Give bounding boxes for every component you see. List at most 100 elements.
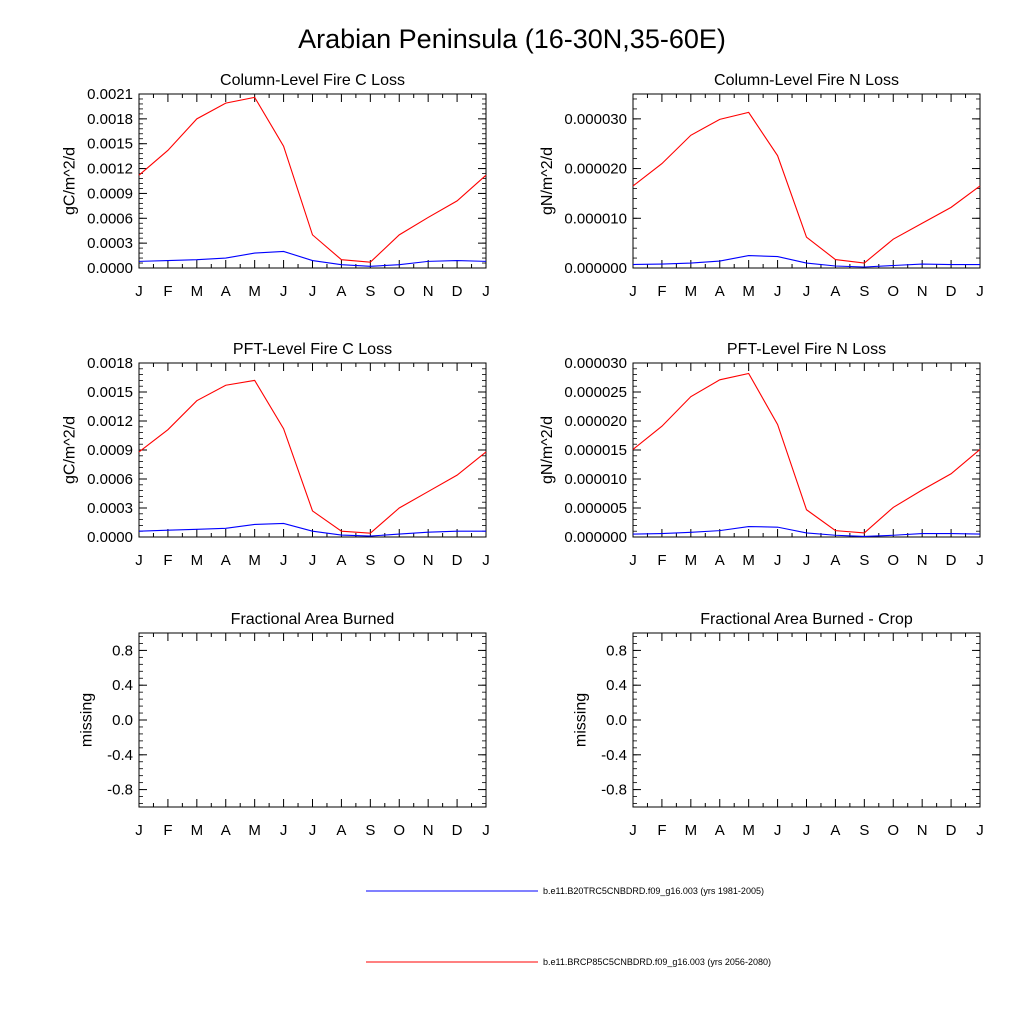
x-tick-label: S	[859, 552, 869, 569]
series-line-2	[632, 372, 981, 534]
x-tick-label: S	[859, 822, 869, 839]
x-tick-label: M	[742, 283, 755, 300]
x-tick-label: A	[221, 283, 231, 300]
y-tick-label: 0.0018	[87, 355, 133, 372]
y-tick-label: 0.0015	[87, 136, 133, 153]
x-tick-label: F	[163, 822, 172, 839]
series-line-1	[632, 255, 980, 268]
x-tick-label: O	[393, 822, 405, 839]
y-axis-label: gN/m^2/d	[539, 147, 556, 215]
x-tick-label: M	[248, 552, 261, 569]
y-tick-label: 0.0	[112, 712, 133, 729]
x-tick-label: J	[629, 822, 637, 839]
y-tick-label: 0.4	[606, 677, 627, 694]
y-tick-label: 0.0021	[87, 86, 133, 103]
x-tick-label: S	[365, 283, 375, 300]
x-tick-label: J	[135, 283, 143, 300]
x-tick-label: J	[309, 822, 317, 839]
x-tick-label: O	[393, 283, 405, 300]
x-tick-label: N	[423, 822, 434, 839]
y-axis-label: missing	[78, 693, 95, 747]
y-tick-label: 0.000000	[564, 529, 627, 546]
y-tick-label: -0.8	[107, 782, 133, 799]
y-tick-label: 0.0006	[87, 210, 133, 227]
plot-frame	[632, 362, 981, 538]
series-line-2	[138, 379, 487, 534]
x-tick-label: J	[482, 822, 490, 839]
y-tick-label: 0.4	[112, 677, 133, 694]
x-tick-label: A	[715, 552, 725, 569]
panel-title: Fractional Area Burned - Crop	[700, 611, 913, 628]
x-tick-label: J	[135, 822, 143, 839]
x-tick-label: M	[685, 822, 698, 839]
x-tick-label: M	[742, 552, 755, 569]
series-line-2	[138, 96, 487, 263]
x-tick-label: F	[163, 283, 172, 300]
series-line-1	[138, 522, 486, 537]
x-tick-label: A	[830, 283, 840, 300]
y-tick-label: 0.000015	[564, 442, 627, 459]
y-tick-label: 0.0009	[87, 185, 133, 202]
x-tick-label: J	[280, 283, 288, 300]
y-tick-label: 0.8	[606, 642, 627, 659]
x-tick-label: A	[715, 283, 725, 300]
x-tick-label: J	[482, 552, 490, 569]
x-tick-label: S	[859, 283, 869, 300]
x-tick-label: S	[365, 822, 375, 839]
x-tick-label: A	[830, 552, 840, 569]
y-tick-label: 0.0018	[87, 111, 133, 128]
series-line-1	[138, 250, 487, 267]
x-tick-label: A	[830, 822, 840, 839]
x-tick-label: M	[248, 822, 261, 839]
y-tick-label: -0.4	[601, 747, 627, 764]
legend-item-1: b.e11.B20TRC5CNBDRD.f09_g16.003 (yrs 198…	[366, 886, 764, 896]
x-tick-label: M	[248, 283, 261, 300]
y-axis-label: gC/m^2/d	[62, 416, 79, 484]
x-tick-label: M	[191, 822, 204, 839]
x-tick-label: A	[336, 552, 346, 569]
x-tick-label: F	[657, 822, 666, 839]
x-tick-label: O	[393, 552, 405, 569]
x-tick-label: F	[657, 283, 666, 300]
x-tick-label: J	[629, 283, 637, 300]
x-tick-label: D	[452, 822, 463, 839]
x-tick-label: J	[803, 283, 811, 300]
x-tick-label: A	[715, 822, 725, 839]
x-tick-label: O	[887, 283, 899, 300]
y-tick-label: 0.000000	[564, 260, 627, 277]
x-tick-label: A	[336, 283, 346, 300]
panel-title: Column-Level Fire C Loss	[220, 72, 405, 89]
y-tick-label: 0.0003	[87, 500, 133, 517]
x-tick-label: J	[976, 822, 984, 839]
y-tick-label: 0.0006	[87, 471, 133, 488]
y-tick-label: 0.0003	[87, 235, 133, 252]
x-tick-label: M	[742, 822, 755, 839]
x-tick-label: M	[191, 283, 204, 300]
x-tick-label: D	[946, 822, 957, 839]
x-tick-label: O	[887, 822, 899, 839]
main-title: Arabian Peninsula (16-30N,35-60E)	[298, 24, 726, 54]
panel-title: PFT-Level Fire C Loss	[233, 341, 392, 358]
legend: b.e11.B20TRC5CNBDRD.f09_g16.003 (yrs 198…	[366, 886, 771, 967]
y-tick-label: 0.0009	[87, 442, 133, 459]
y-tick-label: 0.000005	[564, 500, 627, 517]
series-line-1	[632, 526, 981, 537]
x-tick-label: O	[887, 552, 899, 569]
y-axis-label: missing	[572, 693, 589, 747]
x-tick-label: J	[280, 822, 288, 839]
y-tick-label: 0.000010	[564, 210, 627, 227]
x-tick-label: N	[423, 283, 434, 300]
y-tick-label: 0.000020	[564, 413, 627, 430]
y-axis-label: gC/m^2/d	[62, 147, 79, 215]
x-tick-label: J	[976, 283, 984, 300]
legend-label: b.e11.B20TRC5CNBDRD.f09_g16.003 (yrs 198…	[543, 886, 764, 896]
y-tick-label: 0.8	[112, 642, 133, 659]
y-tick-label: 0.0012	[87, 161, 133, 178]
x-tick-label: M	[685, 283, 698, 300]
